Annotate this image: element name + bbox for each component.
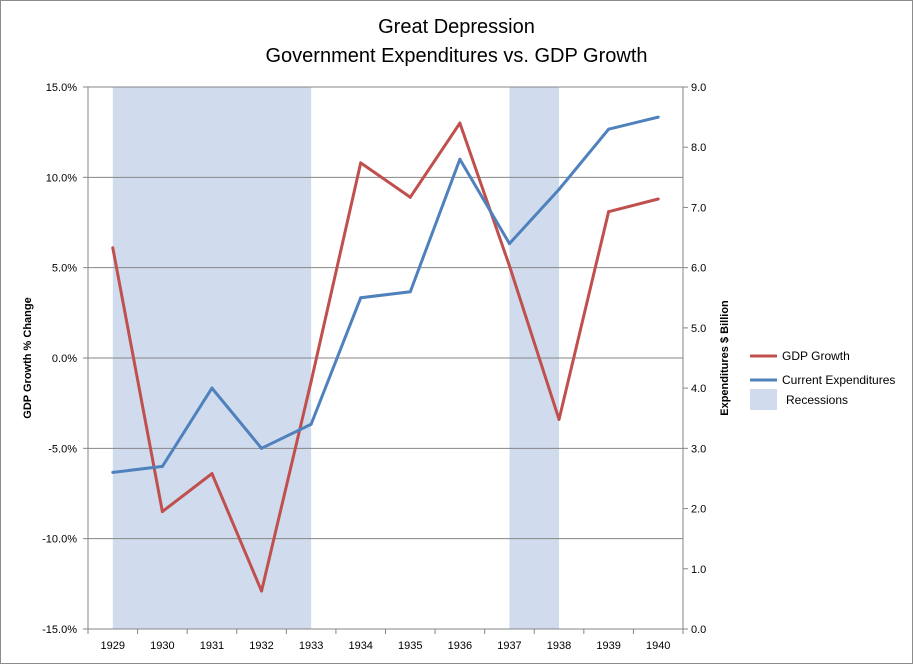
gdp-growth-point bbox=[408, 195, 412, 199]
current-expenditures-point bbox=[160, 464, 164, 468]
right-tick-label: 7.0 bbox=[691, 202, 706, 214]
gdp-growth-point bbox=[210, 472, 214, 476]
x-tick-label: 1930 bbox=[150, 640, 174, 652]
left-tick-label: -15.0% bbox=[42, 624, 77, 636]
x-tick-label: 1940 bbox=[646, 640, 670, 652]
gdp-growth-point bbox=[507, 264, 511, 268]
right-tick-label: 5.0 bbox=[691, 323, 706, 335]
chart-title-line-1: Great Depression bbox=[378, 16, 535, 38]
current-expenditures-point bbox=[507, 242, 511, 246]
left-tick-label: 5.0% bbox=[52, 263, 77, 275]
gridlines bbox=[88, 86, 683, 540]
right-axis-title: Expenditures $ Billion bbox=[719, 300, 731, 416]
gdp-growth-point bbox=[260, 589, 264, 593]
current-expenditures-point bbox=[458, 157, 462, 161]
left-tick-label: 10.0% bbox=[46, 172, 77, 184]
series-lines bbox=[111, 115, 660, 593]
legend: GDP Growth Current Expenditures Recessions bbox=[750, 349, 895, 410]
left-tick-label: -10.0% bbox=[42, 534, 77, 546]
right-tick-label: 4.0 bbox=[691, 383, 706, 395]
x-tick-label: 1935 bbox=[398, 640, 422, 652]
gdp-growth-point bbox=[557, 417, 561, 421]
gdp-growth-point bbox=[607, 210, 611, 214]
x-tick-label: 1938 bbox=[547, 640, 571, 652]
x-tick-label: 1932 bbox=[249, 640, 273, 652]
gdp-growth-point bbox=[309, 379, 313, 383]
left-tick-label: 15.0% bbox=[46, 82, 77, 94]
x-tick-label: 1934 bbox=[348, 640, 372, 652]
legend-current-expenditures-label: Current Expenditures bbox=[782, 373, 895, 387]
right-tick-label: 1.0 bbox=[691, 564, 706, 576]
right-tick-label: 3.0 bbox=[691, 443, 706, 455]
current-expenditures-point bbox=[309, 422, 313, 426]
legend-gdp-growth-label: GDP Growth bbox=[782, 349, 850, 363]
right-tick-label: 6.0 bbox=[691, 263, 706, 275]
gdp-growth-point bbox=[111, 246, 115, 250]
current-expenditures-point bbox=[607, 127, 611, 131]
x-tick-label: 1931 bbox=[200, 640, 224, 652]
chart-title-line-2: Government Expenditures vs. GDP Growth bbox=[265, 45, 648, 67]
left-tick-label: 0.0% bbox=[52, 353, 77, 365]
current-expenditures-line bbox=[112, 115, 659, 474]
x-tick-label: 1939 bbox=[596, 640, 620, 652]
right-tick-label: 2.0 bbox=[691, 504, 706, 516]
left-axis-title: GDP Growth % Change bbox=[22, 297, 34, 418]
current-expenditures-point bbox=[359, 296, 363, 300]
left-tick-label: -5.0% bbox=[48, 443, 77, 455]
gdp-growth-point bbox=[359, 161, 363, 165]
gdp-growth-point bbox=[458, 121, 462, 125]
right-tick-label: 0.0 bbox=[691, 624, 706, 636]
current-expenditures-point bbox=[111, 470, 115, 474]
x-tick-label: 1933 bbox=[299, 640, 323, 652]
current-expenditures-point bbox=[260, 446, 264, 450]
right-tick-label: 8.0 bbox=[691, 142, 706, 154]
legend-recessions-swatch bbox=[750, 389, 777, 410]
x-tick-label: 1936 bbox=[448, 640, 472, 652]
gdp-growth-line bbox=[111, 121, 659, 593]
current-expenditures-point bbox=[557, 187, 561, 191]
right-tick-label: 9.0 bbox=[691, 82, 706, 94]
legend-recessions-label: Recessions bbox=[786, 393, 848, 407]
current-expenditures-point bbox=[210, 386, 214, 390]
x-tick-label: 1937 bbox=[497, 640, 521, 652]
gdp-growth-point bbox=[160, 510, 164, 514]
current-expenditures-point bbox=[408, 290, 412, 294]
x-tick-label: 1929 bbox=[101, 640, 125, 652]
gdp-growth-point bbox=[656, 197, 660, 201]
current-expenditures-point bbox=[656, 115, 660, 119]
axes: -15.0% -10.0% -5.0% 0.0% 5.0% 10.0% 15.0% 0.0 1.… bbox=[22, 82, 731, 652]
